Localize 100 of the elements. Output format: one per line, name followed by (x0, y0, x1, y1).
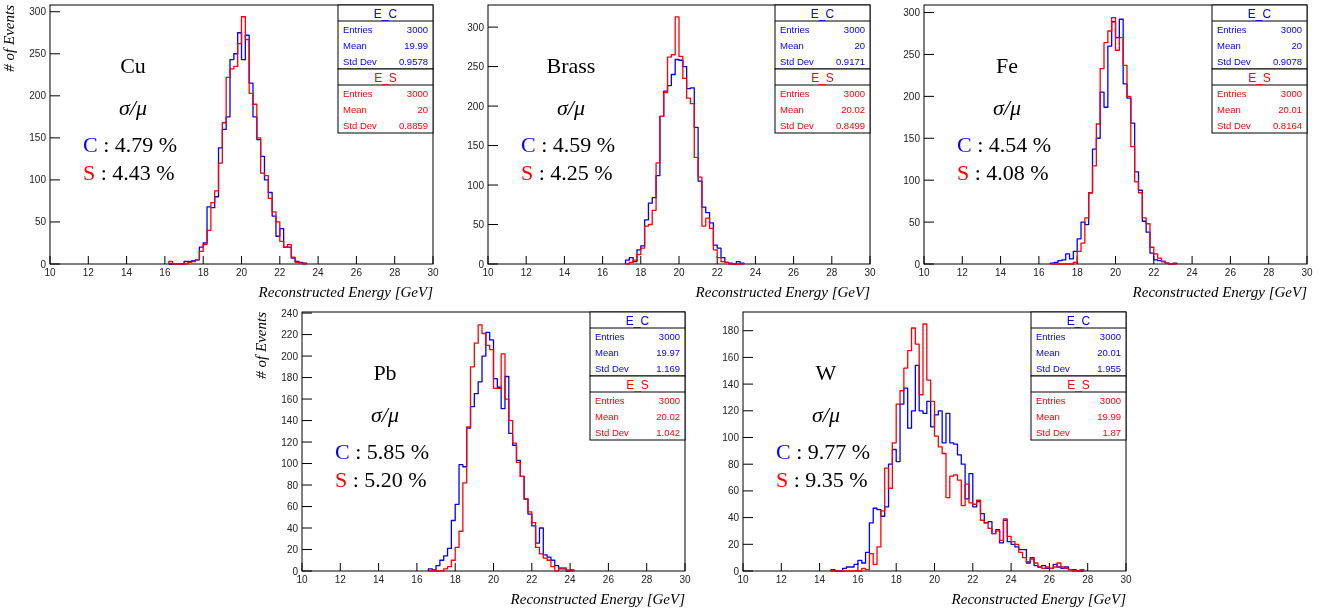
annotation: σ/μ (370, 402, 400, 427)
y-tick-label: 200 (281, 350, 299, 362)
x-tick-label: 26 (602, 574, 615, 585)
y-tick-label: 0 (478, 258, 485, 270)
x-tick-label: 28 (1082, 574, 1094, 585)
y-tick-label: 100 (722, 431, 740, 443)
x-tick-label: 30 (427, 267, 439, 278)
text: E_C (1247, 6, 1272, 21)
text: Std Dev 1.042 (595, 426, 680, 438)
y-tick-label: 100 (467, 179, 485, 191)
y-tick-label: 200 (903, 90, 921, 102)
x-tick-label: 26 (1043, 574, 1056, 585)
y-tick-label: 180 (722, 325, 740, 337)
x-tick-label: 24 (1005, 574, 1018, 585)
text: Std Dev 0.8499 (780, 119, 865, 131)
x-axis-title: Reconstructed Energy [GeV] (950, 591, 1127, 607)
annotation: C : 4.54 % (957, 132, 1052, 157)
y-tick-label: 80 (286, 479, 299, 491)
x-tick-label: 28 (389, 267, 401, 278)
y-tick-label: 180 (281, 372, 299, 384)
annotation: S : 9.35 % (776, 467, 868, 492)
y-axis-title: # of Events (1, 4, 17, 72)
y-tick-label: 120 (722, 405, 740, 417)
x-tick-label: 20 (673, 267, 685, 278)
text: Entries 3000 (1217, 23, 1302, 35)
x-tick-label: 18 (1071, 267, 1084, 278)
x-tick-label: 30 (1120, 574, 1132, 585)
x-tick-label: 14 (814, 574, 826, 585)
x-tick-label: 10 (296, 574, 308, 585)
annotation: C : 5.85 % (335, 439, 430, 464)
x-tick-label: 28 (641, 574, 653, 585)
x-tick-label: 30 (864, 267, 876, 278)
text: Mean 20.01 (1036, 346, 1121, 358)
text: Entries 3000 (595, 394, 680, 406)
annotation: S : 5.20 % (335, 467, 427, 492)
y-tick-label: 80 (727, 458, 740, 470)
y-tick-label: 120 (281, 436, 299, 448)
y-tick-label: 50 (472, 219, 485, 231)
x-tick-label: 18 (635, 267, 647, 278)
annotation: C : 9.77 % (776, 439, 871, 464)
text: Mean 20 (780, 39, 865, 51)
annotation: C : 4.79 % (83, 132, 178, 157)
y-tick-label: 200 (467, 100, 485, 112)
annotation: Fe (996, 53, 1018, 78)
x-tick-label: 10 (918, 267, 930, 278)
text: E_S (626, 377, 649, 392)
text: E_S (1248, 70, 1271, 85)
y-tick-label: 300 (903, 7, 921, 19)
x-axis-title: Reconstructed Energy [GeV] (257, 284, 434, 300)
y-tick-label: 150 (29, 132, 47, 144)
x-tick-label: 30 (1301, 267, 1313, 278)
y-tick-label: 0 (733, 565, 740, 577)
annotation: σ/μ (118, 95, 148, 120)
x-tick-label: 20 (1109, 267, 1122, 278)
text: Std Dev 1.955 (1036, 362, 1121, 374)
text: Std Dev 1.169 (595, 362, 680, 374)
text: Entries 3000 (1036, 394, 1121, 406)
annotation: W (815, 360, 837, 385)
x-tick-label: 16 (411, 574, 423, 585)
x-tick-label: 10 (44, 267, 56, 278)
text: Mean 19.99 (1036, 410, 1121, 422)
y-tick-label: 250 (903, 48, 921, 60)
y-tick-label: 60 (727, 485, 740, 497)
x-tick-label: 28 (1263, 267, 1275, 278)
y-tick-label: 20 (286, 544, 299, 556)
text: Mean 20.02 (780, 103, 865, 115)
x-tick-label: 10 (482, 267, 494, 278)
x-tick-label: 18 (449, 574, 462, 585)
text: Entries 3000 (343, 87, 428, 99)
y-tick-label: 300 (29, 6, 47, 18)
text: Std Dev 0.9578 (343, 55, 428, 67)
annotation: σ/μ (992, 95, 1022, 120)
x-tick-label: 24 (1186, 267, 1199, 278)
y-tick-label: 150 (903, 132, 921, 144)
y-axis-title: # of Events (253, 311, 269, 379)
text: Std Dev 0.8859 (343, 119, 428, 131)
y-tick-label: 50 (34, 216, 47, 228)
x-tick-label: 14 (373, 574, 385, 585)
y-tick-label: 300 (467, 21, 485, 33)
y-tick-label: 140 (281, 415, 299, 427)
y-tick-label: 100 (29, 174, 47, 186)
x-tick-label: 20 (487, 574, 500, 585)
x-tick-label: 30 (679, 574, 691, 585)
y-tick-label: 20 (727, 538, 740, 550)
text: Std Dev 1.87 (1036, 426, 1121, 438)
annotation: σ/μ (811, 402, 841, 427)
text: E_S (811, 70, 834, 85)
text: Std Dev 0.9171 (780, 55, 865, 67)
text: E_S (1067, 377, 1090, 392)
annotation: σ/μ (556, 95, 586, 120)
y-tick-label: 240 (281, 307, 299, 319)
x-tick-label: 18 (197, 267, 210, 278)
text: Mean 20.02 (595, 410, 680, 422)
text: Mean 19.97 (595, 346, 680, 358)
x-tick-label: 12 (82, 267, 95, 278)
text: Mean 19.99 (343, 39, 428, 51)
x-axis-title: Reconstructed Energy [GeV] (694, 284, 871, 300)
x-tick-label: 26 (788, 267, 800, 278)
annotation: S : 4.43 % (83, 160, 175, 185)
y-tick-label: 220 (281, 329, 299, 341)
